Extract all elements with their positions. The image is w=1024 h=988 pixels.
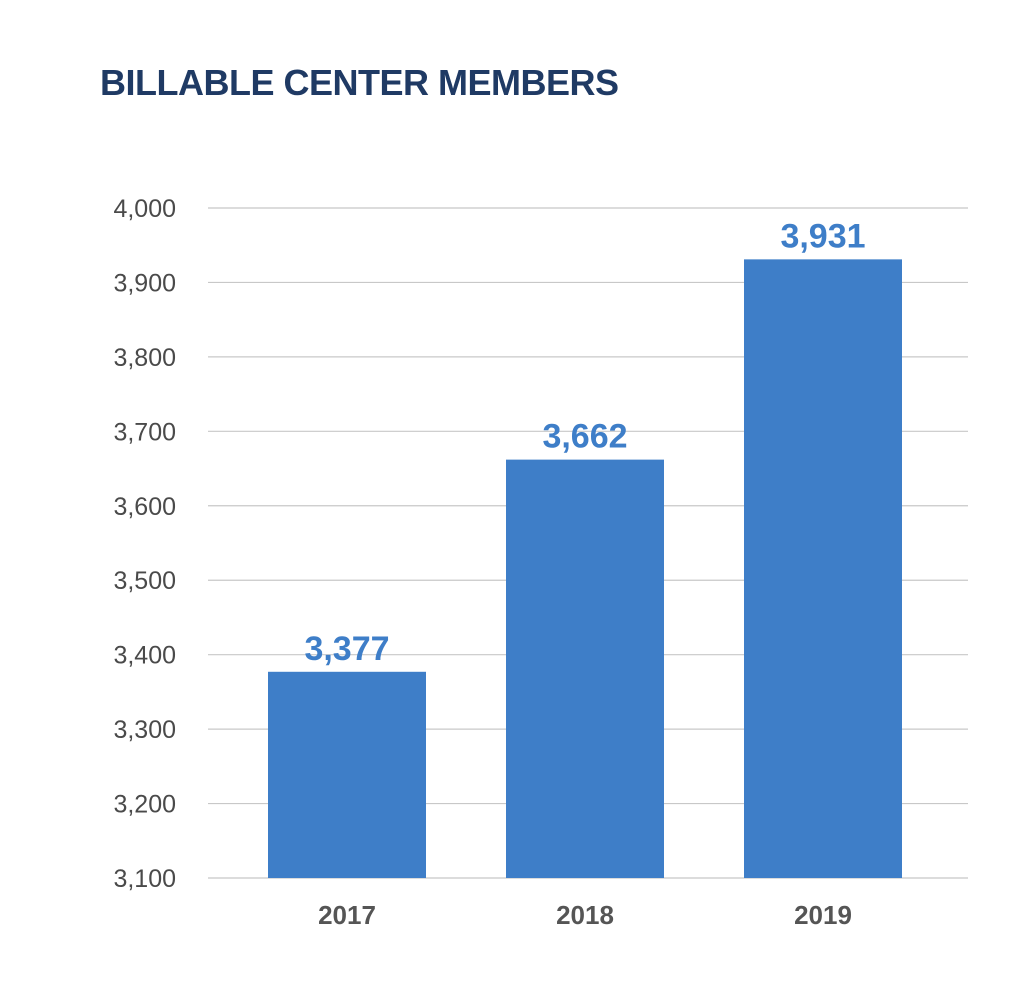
y-tick-label: 3,300 bbox=[113, 716, 176, 744]
bar bbox=[268, 671, 426, 878]
data-label: 3,662 bbox=[542, 418, 627, 456]
y-tick-label: 3,700 bbox=[113, 418, 176, 446]
bar bbox=[506, 459, 664, 878]
y-tick-label: 3,600 bbox=[113, 493, 176, 521]
y-axis-tick-labels: 3,100 3,200 3,300 3,400 3,500 3,600 3,700 3,800… bbox=[113, 195, 176, 893]
bars bbox=[268, 259, 902, 878]
y-tick-label: 4,000 bbox=[113, 195, 176, 223]
x-tick-label: 2017 bbox=[318, 900, 376, 930]
x-tick-label: 2018 bbox=[556, 900, 614, 930]
y-tick-label: 3,200 bbox=[113, 791, 176, 819]
chart-title: BILLABLE CENTER MEMBERS bbox=[100, 62, 619, 103]
y-tick-label: 3,900 bbox=[113, 269, 176, 297]
y-tick-label: 3,400 bbox=[113, 642, 176, 670]
data-label: 3,377 bbox=[304, 630, 389, 668]
x-axis-tick-labels: 2017 2018 2019 bbox=[318, 900, 852, 930]
data-label: 3,931 bbox=[780, 217, 865, 255]
y-tick-label: 3,100 bbox=[113, 865, 176, 893]
x-tick-label: 2019 bbox=[794, 900, 852, 930]
y-tick-label: 3,800 bbox=[113, 344, 176, 372]
y-tick-label: 3,500 bbox=[113, 567, 176, 595]
data-labels: 3,377 3,662 3,931 bbox=[304, 217, 865, 667]
bar bbox=[744, 259, 902, 878]
